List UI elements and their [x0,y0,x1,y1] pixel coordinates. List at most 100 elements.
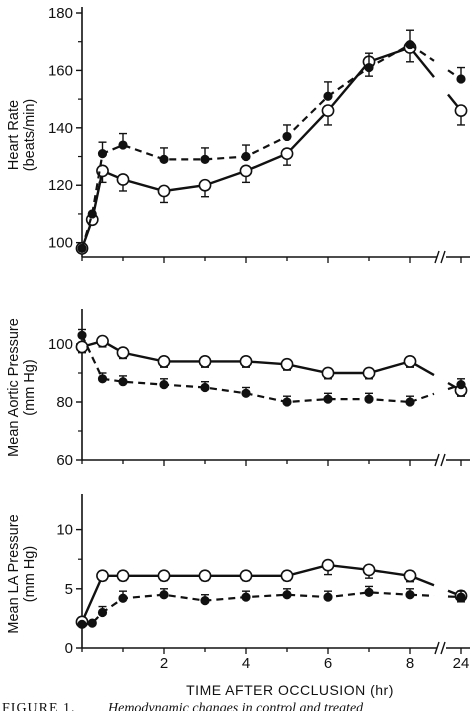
filled-point [87,209,97,219]
series-line [447,595,462,599]
filled-point [77,243,87,253]
y-tick-label: 160 [48,62,73,79]
open-point [280,569,294,583]
x-tick-label: 2 [160,655,168,672]
filled-point [456,592,466,602]
filled-point [241,151,251,162]
x-tick-label: 4 [242,655,250,672]
filled-point [323,592,333,602]
heart-rate-panel: 100 120 140 160 180 Heart Rate (beats/min) [6,5,470,264]
y-axis-label-line1: Heart Rate [6,100,22,170]
axis-break-mark [440,453,446,467]
open-point [280,357,294,371]
open-point [321,558,335,572]
filled-point [200,382,210,393]
filled-point [241,592,251,602]
filled-point [159,380,169,390]
solid-series [75,334,468,397]
open-point [157,354,171,368]
series-line [409,43,435,62]
filled-point [282,590,292,600]
open-point [321,104,335,117]
open-point [198,569,212,583]
filled-point [200,154,210,164]
y-tick-label: 60 [56,452,73,469]
filled-point [97,374,108,384]
y-tick-label: 120 [48,177,73,194]
y-axis-label: Heart Rate (beats/min) [6,99,38,172]
filled-point [456,380,466,390]
filled-point [77,330,87,340]
open-point [362,366,376,380]
filled-point [456,74,466,84]
aortic-pressure-panel: 60 80 100 Mean Aortic Pressure (mm Hg) [6,309,470,469]
series-line [81,339,411,375]
filled-point [282,397,292,407]
axis-break-mark [434,453,440,467]
open-point [75,340,89,354]
filled-point [241,388,251,398]
open-point [96,334,109,348]
y-axis-label: Mean Aortic Pressure (mm Hg) [6,318,38,457]
axis-break-mark [440,641,446,655]
filled-point [87,618,97,628]
filled-point [364,394,374,404]
axis-break-mark [434,250,440,264]
filled-point [200,596,210,606]
open-point [198,354,212,368]
open-point [116,173,130,186]
filled-point [118,140,128,150]
open-point [403,569,417,583]
open-point [280,147,294,161]
open-point [403,354,417,368]
solid-series [75,41,468,255]
filled-point [364,62,374,73]
caption-text: Hemodynamic changes in control and treat… [107,701,364,711]
y-axis-label: Mean LA Pressure (mm Hg) [6,514,38,633]
x-tick-label: 24 [453,655,470,672]
series-line [447,383,462,391]
filled-point [77,619,87,629]
dashed-series [77,328,466,407]
open-point [239,569,253,583]
x-tick-label: 6 [324,655,332,672]
dashed-series [77,29,466,253]
open-point [116,346,130,360]
y-tick-label: 80 [56,394,73,411]
y-axis-label-line2: (beats/min) [22,99,38,172]
open-point [239,164,253,178]
open-point [362,563,376,577]
y-tick-label: 100 [48,235,73,252]
x-axis-label: TIME AFTER OCCLUSION (hr) [186,682,394,698]
filled-point [405,397,415,407]
filled-point [118,377,128,387]
y-tick-label: 140 [48,120,73,137]
filled-point [405,590,415,600]
open-point [321,366,335,380]
open-point [239,354,253,368]
y-tick-label: 180 [48,5,73,22]
open-point [96,569,109,583]
filled-point [405,39,415,50]
open-point [198,178,212,192]
y-axis-label-line1: Mean LA Pressure [6,514,22,633]
y-tick-label: 10 [56,522,73,539]
open-point [454,104,468,117]
y-tick-label: 5 [65,581,73,598]
x-tick-label: 8 [406,655,414,672]
filled-point [159,154,169,164]
filled-point [97,149,108,159]
filled-point [282,131,292,142]
la-pressure-panel: 0 5 10 Mean LA Pressure (mm Hg) [6,494,470,657]
solid-series [75,558,468,629]
filled-point [118,593,128,603]
y-axis-label-line2: (mm Hg) [22,546,38,602]
axis-break-mark [434,641,440,655]
y-axis-label-line2: (mm Hg) [22,359,38,415]
open-point [157,569,171,583]
filled-point [364,587,374,597]
open-point [116,569,130,583]
filled-point [159,590,169,600]
y-axis-label-line1: Mean Aortic Pressure [6,318,22,457]
